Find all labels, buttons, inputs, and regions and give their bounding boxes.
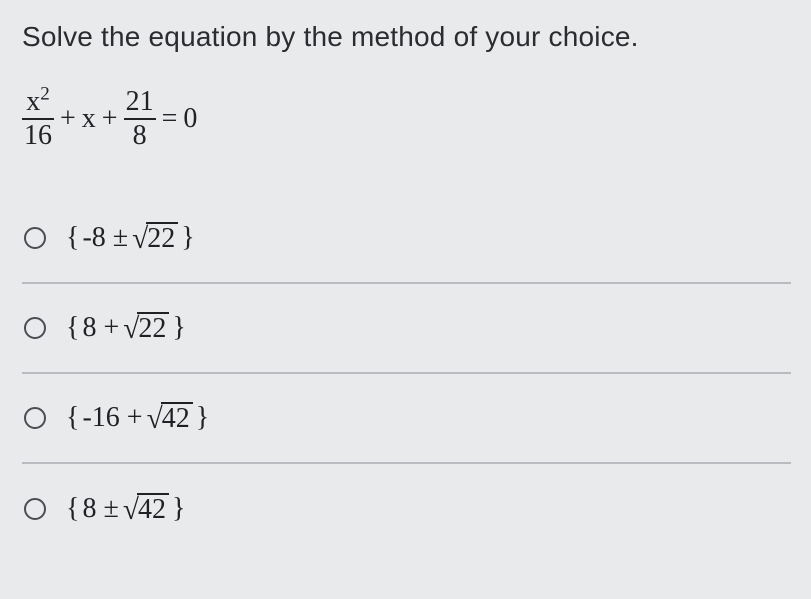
- option-b[interactable]: { 8 + √ 22 }: [22, 284, 791, 374]
- radicand: 42: [137, 493, 169, 524]
- fraction-denominator-8: 8: [131, 122, 149, 150]
- sqrt-icon: √ 42: [123, 493, 169, 524]
- option-a-label: { -8 ± √ 22 }: [66, 222, 195, 254]
- sqrt-icon: √ 22: [123, 312, 169, 343]
- equals-operator: =: [162, 103, 178, 135]
- sqrt-icon: √ 22: [132, 222, 178, 253]
- radicand: 22: [146, 222, 178, 253]
- plus-operator: +: [60, 103, 76, 135]
- surd-symbol: √: [147, 405, 163, 434]
- plus-operator: +: [102, 103, 118, 135]
- brace-close: }: [181, 222, 194, 254]
- answer-options: { -8 ± √ 22 } { 8 + √ 22 } { -16 + √: [22, 194, 791, 554]
- equation: x2 16 + x + 21 8 = 0: [22, 88, 791, 150]
- brace-close: }: [172, 493, 185, 525]
- radio-icon[interactable]: [24, 498, 46, 520]
- brace-close: }: [172, 312, 185, 344]
- surd-symbol: √: [132, 225, 148, 254]
- brace-open: {: [66, 222, 79, 254]
- option-a[interactable]: { -8 ± √ 22 }: [22, 194, 791, 284]
- option-b-label: { 8 + √ 22 }: [66, 312, 186, 344]
- option-c-lead: -16 +: [82, 402, 142, 434]
- fraction-21-over-8: 21 8: [124, 88, 156, 150]
- radio-icon[interactable]: [24, 407, 46, 429]
- question-prompt: Solve the equation by the method of your…: [22, 18, 791, 56]
- fraction-numerator-21: 21: [124, 88, 156, 116]
- sqrt-icon: √ 42: [147, 402, 193, 433]
- option-d-label: { 8 ± √ 42 }: [66, 493, 185, 525]
- exponent-2: 2: [40, 83, 50, 104]
- surd-symbol: √: [123, 496, 139, 525]
- radio-icon[interactable]: [24, 227, 46, 249]
- option-c[interactable]: { -16 + √ 42 }: [22, 374, 791, 464]
- fraction-numerator-x: x: [26, 86, 40, 117]
- option-b-lead: 8 +: [82, 312, 119, 344]
- brace-open: {: [66, 493, 79, 525]
- term-x: x: [82, 103, 96, 135]
- radio-icon[interactable]: [24, 317, 46, 339]
- option-a-lead: -8 ±: [82, 222, 128, 254]
- option-d-lead: 8 ±: [82, 493, 118, 525]
- radicand: 22: [137, 312, 169, 343]
- surd-symbol: √: [123, 315, 139, 344]
- fraction-x2-over-16: x2 16: [22, 88, 54, 150]
- option-d[interactable]: { 8 ± √ 42 }: [22, 464, 791, 554]
- brace-close: }: [196, 402, 209, 434]
- radicand: 42: [161, 402, 193, 433]
- brace-open: {: [66, 402, 79, 434]
- option-c-label: { -16 + √ 42 }: [66, 402, 209, 434]
- rhs-zero: 0: [183, 103, 197, 135]
- brace-open: {: [66, 312, 79, 344]
- fraction-denominator-16: 16: [22, 122, 54, 150]
